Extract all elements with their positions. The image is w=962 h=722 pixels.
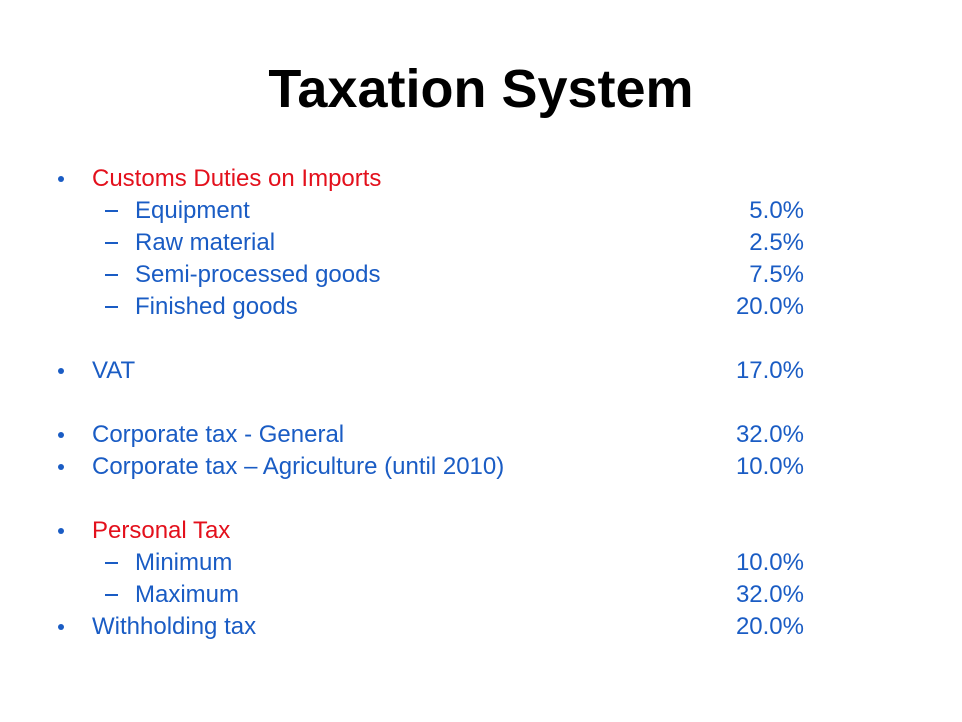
section-label: Customs Duties on Imports [92,163,381,195]
item-label: Raw material [135,229,276,256]
value: 17.0% [735,357,804,384]
item-label: Maximum [135,581,240,608]
dash [105,274,118,276]
value: 20.0% [735,293,804,320]
dash [105,562,118,564]
dash [105,594,118,596]
value: 2.5% [749,229,804,256]
label: Customs Duties on Imports [92,165,382,192]
slide-title: Taxation System [268,59,694,119]
dash [105,210,118,212]
dash [105,306,118,308]
value: 20.0% [735,613,804,640]
label: Personal Tax [92,517,231,544]
label-detail: - General [244,421,345,448]
section-label: Withholding tax [92,611,256,643]
section-label: Corporate tax – Agriculture (until 2010) [92,451,504,483]
bullet [58,464,64,470]
label: Corporate tax [92,421,238,448]
item-label: Minimum [135,549,233,576]
label: VAT [92,357,136,384]
value: 32.0% [735,581,804,608]
value: 10.0% [735,549,804,576]
dash [105,242,118,244]
section-label: VAT [92,355,135,387]
value: 10.0% [735,453,804,480]
value: 32.0% [735,421,804,448]
bullet [58,176,64,182]
item-label: Finished goods [135,293,298,320]
label-detail: – Agriculture (until 2010) [244,453,505,480]
label: Corporate tax [92,453,238,480]
value: 7.5% [749,261,804,288]
bullet [58,432,64,438]
section-label: Personal Tax [92,515,230,547]
section-label: Corporate tax - General [92,419,344,451]
item-label: Semi-processed goods [135,261,381,288]
item-label: Equipment [135,197,250,224]
bullet [58,624,64,630]
value: 5.0% [749,197,804,224]
label: Withholding tax [92,613,257,640]
bullet [58,528,64,534]
bullet [58,368,64,374]
